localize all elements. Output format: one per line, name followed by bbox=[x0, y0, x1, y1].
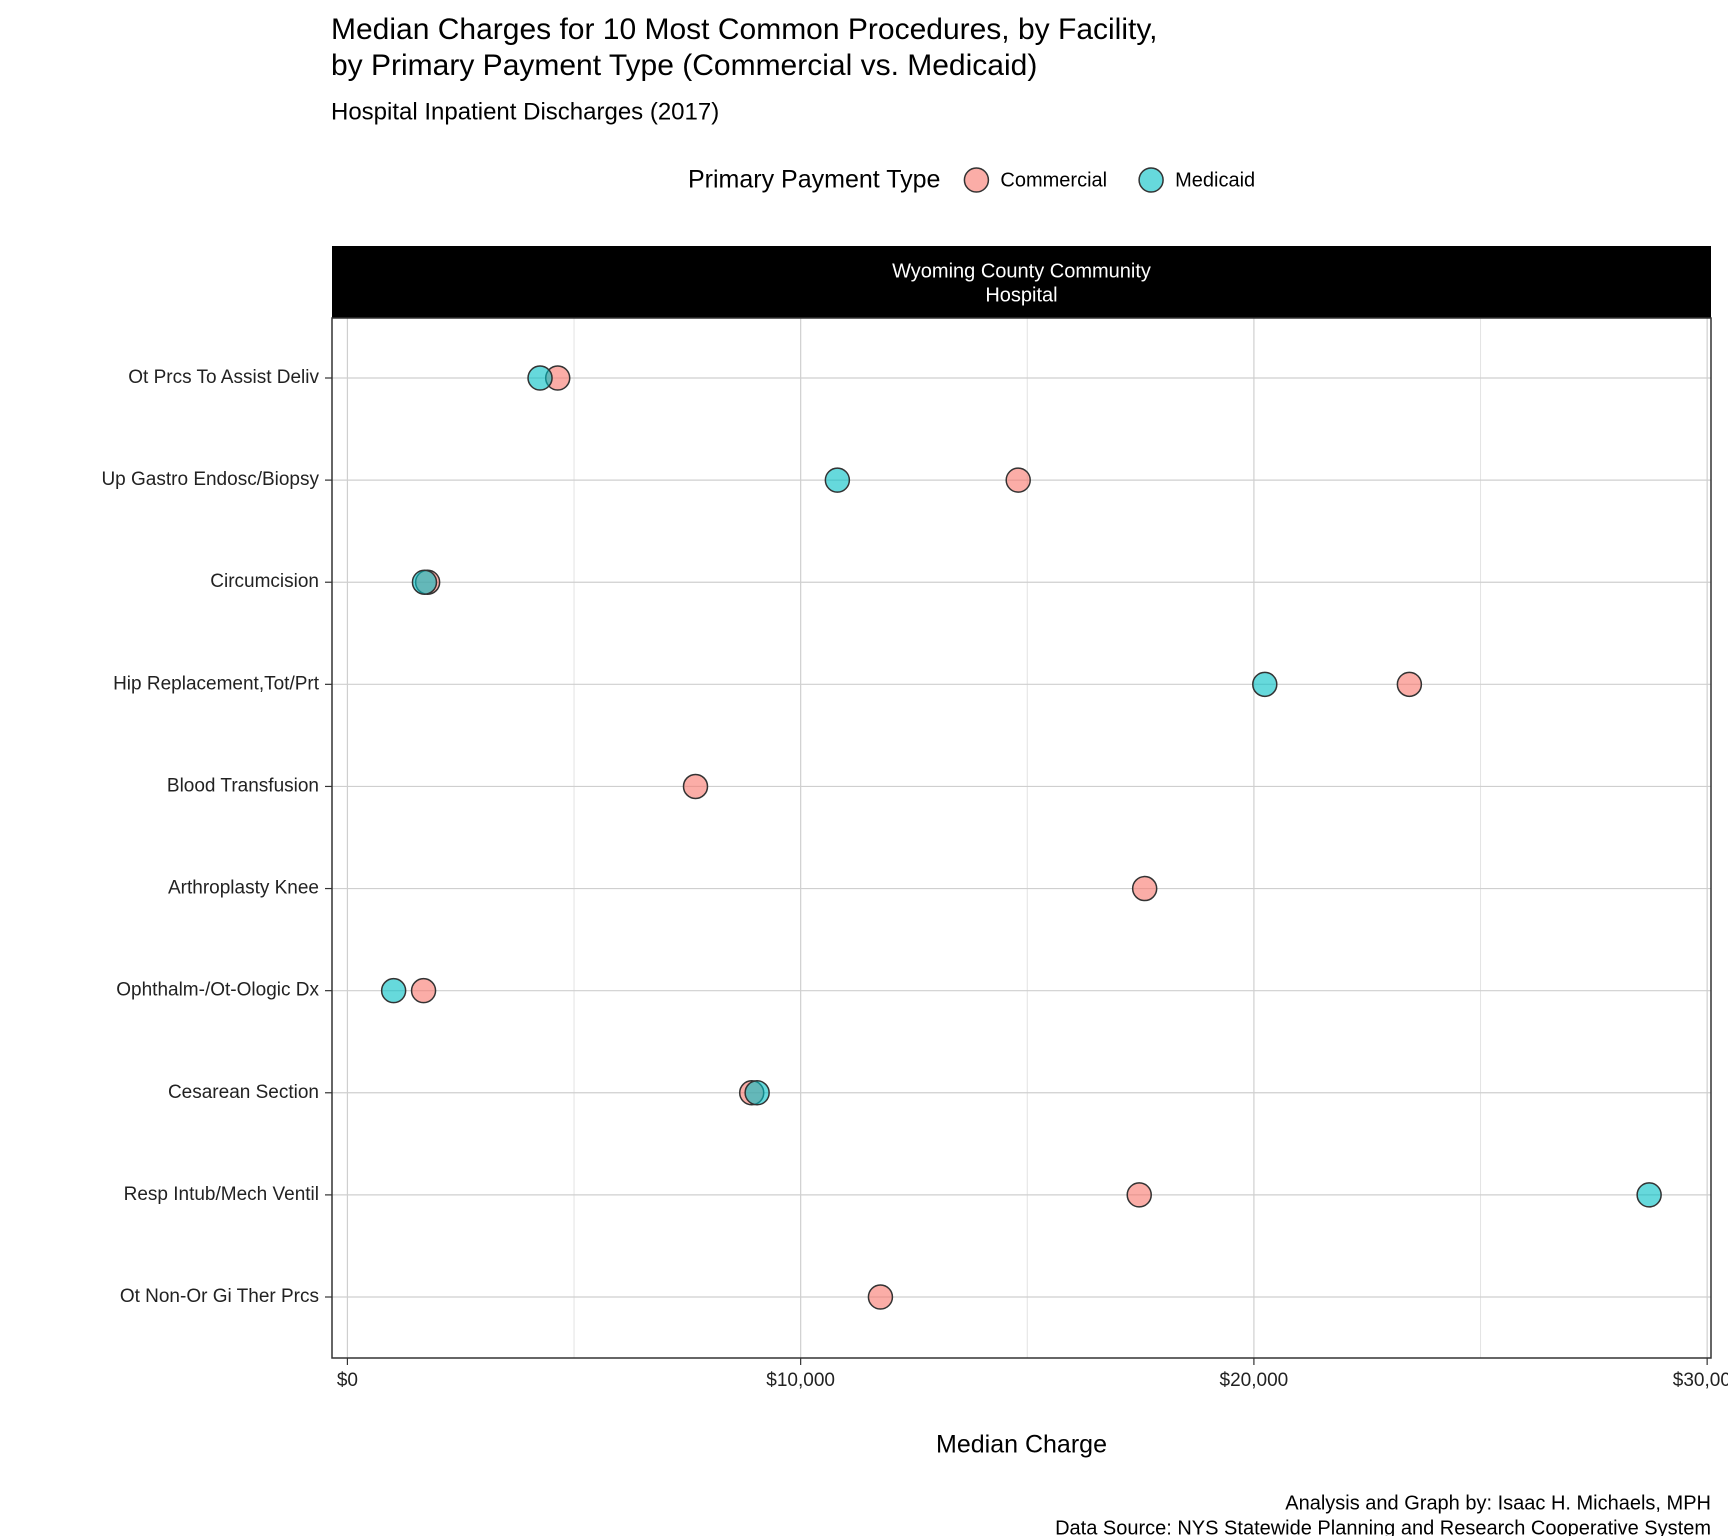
point bbox=[1131, 875, 1158, 902]
point bbox=[380, 977, 407, 1004]
panel-border bbox=[331, 317, 1712, 1359]
point bbox=[744, 1080, 770, 1106]
y-tick-label: Ophthalm-/Ot-Ologic Dx bbox=[116, 980, 319, 1001]
legend-marker bbox=[1138, 167, 1164, 193]
point bbox=[411, 569, 438, 595]
point bbox=[1636, 1182, 1662, 1208]
legend-marker bbox=[963, 167, 990, 193]
chart-subtitle: Hospital Inpatient Discharges (2017) bbox=[331, 98, 719, 125]
y-tick-label: Blood Transfusion bbox=[167, 775, 319, 796]
legend-label: Commercial bbox=[1000, 169, 1107, 191]
facet-label: Wyoming County Community bbox=[892, 260, 1151, 282]
x-axis-title: Median Charge bbox=[936, 1431, 1107, 1459]
caption: Analysis and Graph by: Isaac H. Michaels… bbox=[1285, 1492, 1711, 1514]
point bbox=[824, 467, 851, 493]
x-tick-label: $10,000 bbox=[766, 1370, 835, 1391]
y-tick-label: Ot Non-Or Gi Ther Prcs bbox=[120, 1286, 319, 1307]
point bbox=[1252, 671, 1278, 698]
y-tick-label: Resp Intub/Mech Ventil bbox=[124, 1184, 319, 1205]
chart-title: Median Charges for 10 Most Common Proced… bbox=[331, 13, 1157, 46]
chart-title: by Primary Payment Type (Commercial vs. … bbox=[331, 49, 1037, 82]
legend-label: Medicaid bbox=[1175, 169, 1255, 191]
facet-label: Hospital bbox=[985, 284, 1057, 306]
y-tick-label: Hip Replacement,Tot/Prt bbox=[113, 673, 320, 694]
point bbox=[410, 977, 437, 1004]
legend-title: Primary Payment Type bbox=[688, 166, 940, 194]
facet-strip bbox=[332, 246, 1711, 318]
point bbox=[1005, 467, 1031, 493]
point bbox=[682, 773, 709, 800]
y-tick-label: Cesarean Section bbox=[168, 1082, 319, 1103]
y-tick-label: Up Gastro Endosc/Biopsy bbox=[101, 469, 319, 490]
x-tick-label: $20,000 bbox=[1220, 1370, 1289, 1391]
x-tick-label: $30,000 bbox=[1673, 1370, 1728, 1391]
point bbox=[1126, 1182, 1152, 1208]
point bbox=[527, 365, 553, 391]
y-tick-label: Circumcision bbox=[210, 571, 319, 592]
x-tick-label: $0 bbox=[337, 1370, 358, 1391]
point bbox=[867, 1284, 894, 1310]
y-tick-label: Arthroplasty Knee bbox=[168, 878, 319, 899]
caption: Data Source: NYS Statewide Planning and … bbox=[1055, 1517, 1711, 1536]
point bbox=[1396, 671, 1423, 698]
y-tick-label: Ot Prcs To Assist Deliv bbox=[128, 367, 319, 388]
